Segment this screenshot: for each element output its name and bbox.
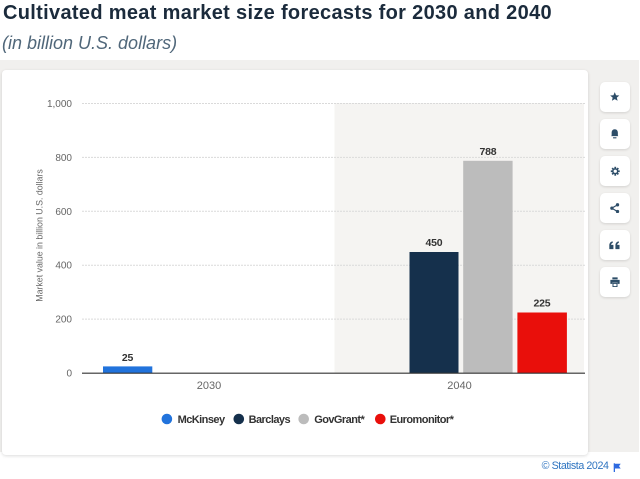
- svg-text:450: 450: [426, 237, 443, 249]
- svg-text:Market value in billion U.S. d: Market value in billion U.S. dollars: [35, 169, 45, 302]
- svg-text:600: 600: [55, 207, 72, 218]
- svg-text:225: 225: [534, 298, 551, 310]
- svg-text:2030: 2030: [197, 380, 221, 392]
- svg-text:25: 25: [122, 352, 134, 364]
- svg-text:GovGrant*: GovGrant*: [314, 414, 365, 426]
- svg-text:200: 200: [55, 315, 72, 326]
- svg-text:788: 788: [480, 146, 497, 158]
- svg-text:0: 0: [66, 369, 72, 380]
- svg-text:McKinsey: McKinsey: [178, 414, 226, 426]
- svg-text:Barclays: Barclays: [249, 414, 291, 426]
- svg-text:1,000: 1,000: [47, 99, 72, 110]
- svg-text:400: 400: [55, 261, 72, 272]
- svg-text:2040: 2040: [447, 380, 471, 392]
- svg-text:800: 800: [55, 153, 72, 164]
- svg-text:Euromonitor*: Euromonitor*: [390, 414, 455, 426]
